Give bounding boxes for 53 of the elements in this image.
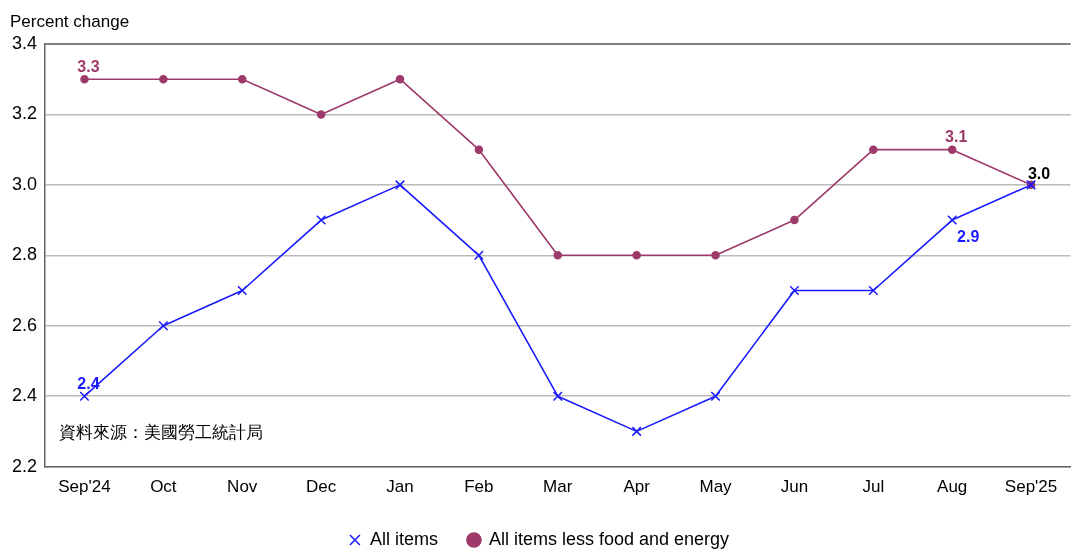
point: [158, 320, 169, 331]
point: [474, 145, 484, 154]
x-tick-label: Aug: [937, 477, 968, 497]
x-tick-label: Oct: [150, 477, 177, 497]
point: [552, 391, 563, 402]
point: [237, 74, 247, 84]
text: 3.0: [11, 173, 38, 194]
text: 3.4: [11, 32, 38, 53]
point: [79, 391, 90, 402]
point: [316, 215, 327, 226]
annotation: 3.0: [1027, 165, 1051, 183]
x-tick-label: Jun: [780, 477, 809, 497]
x-tick-label: Dec: [306, 477, 337, 497]
point: [80, 74, 89, 84]
point: [947, 215, 958, 226]
data-label: 2.4: [77, 374, 100, 392]
point: [790, 215, 799, 225]
point: [395, 74, 405, 84]
x-tick-label: Mar: [543, 477, 573, 497]
text: 2.4: [11, 385, 38, 406]
text: 3.2: [11, 103, 38, 124]
legend-label: All items: [369, 528, 438, 549]
annotation: 資料來源：美國勞工統計局: [59, 423, 264, 443]
point: [553, 251, 563, 260]
point: [868, 285, 879, 296]
data-label: 3.1: [945, 128, 968, 146]
data-label: 3.3: [77, 57, 100, 75]
point: [710, 391, 721, 402]
text: 2.2: [11, 455, 38, 476]
legend-label: All items less food and energy: [488, 528, 730, 549]
x-tick-label: Sep'24: [58, 477, 111, 497]
point: [159, 74, 168, 84]
point: [632, 251, 641, 260]
x-tick-label: Sep'25: [1004, 477, 1058, 497]
data-label: 2.9: [957, 228, 980, 246]
text: 2.6: [11, 314, 38, 335]
point: [316, 110, 326, 119]
point: [395, 179, 405, 190]
point: [869, 145, 878, 154]
x-tick-label: May: [699, 477, 733, 497]
x-tick-label: Apr: [623, 477, 651, 497]
x-tick-label: Feb: [464, 477, 494, 497]
point: [473, 250, 484, 261]
point: [711, 251, 720, 260]
x-tick-label: Jul: [862, 477, 885, 497]
point: [789, 285, 800, 296]
y-axis-title: Percent change: [10, 11, 130, 31]
point: [631, 426, 642, 437]
text: 2.8: [11, 244, 38, 265]
point: [947, 145, 957, 154]
x-tick-label: Nov: [227, 477, 258, 497]
x-tick-label: Jan: [386, 477, 414, 497]
point: [237, 285, 248, 296]
